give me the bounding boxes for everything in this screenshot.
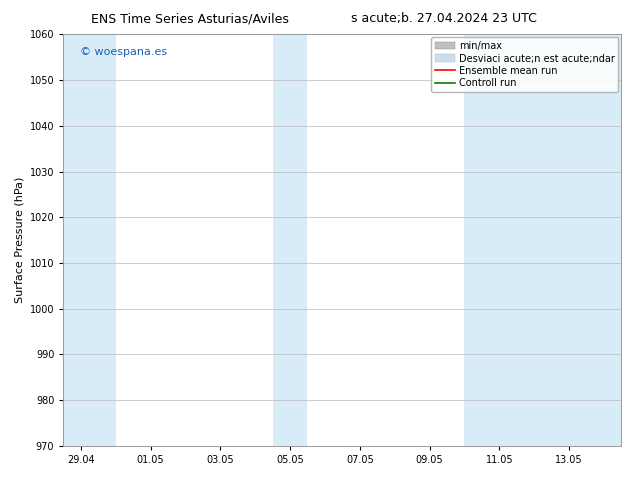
Text: © woespana.es: © woespana.es [80,47,167,57]
Text: s acute;b. 27.04.2024 23 UTC: s acute;b. 27.04.2024 23 UTC [351,12,537,25]
Y-axis label: Surface Pressure (hPa): Surface Pressure (hPa) [14,177,24,303]
Bar [63,34,115,446]
Bar [273,34,307,446]
Bar [464,34,621,446]
Text: ENS Time Series Asturias/Aviles: ENS Time Series Asturias/Aviles [91,12,289,25]
Legend: min/max, Desviaci acute;n est acute;ndar, Ensemble mean run, Controll run: min/max, Desviaci acute;n est acute;ndar… [431,37,618,92]
